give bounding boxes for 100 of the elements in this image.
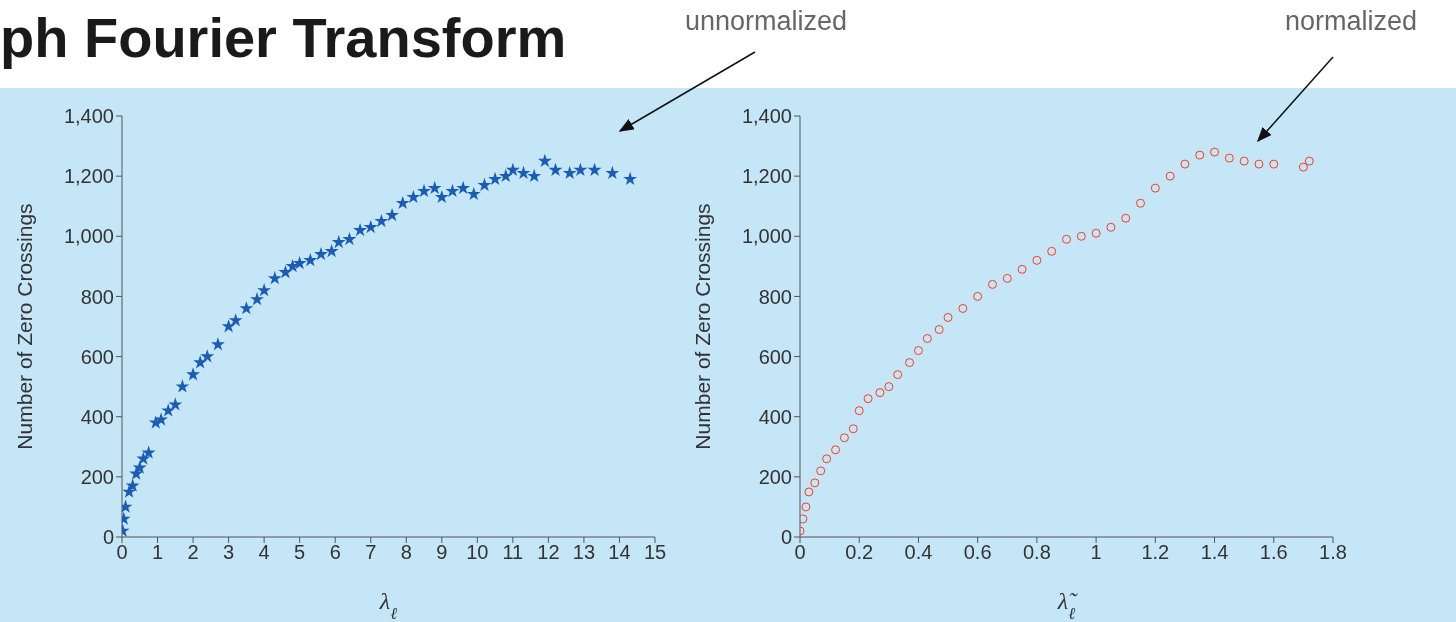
- point: [1136, 198, 1146, 208]
- y-tick-label: 1,000: [741, 225, 792, 248]
- point: [1239, 156, 1249, 166]
- point: [863, 394, 873, 404]
- point: [1062, 234, 1071, 244]
- x-tick-label: 5: [294, 541, 306, 564]
- point: [125, 478, 140, 492]
- x-tick-label: 0.4: [904, 541, 933, 564]
- point: [1195, 150, 1205, 160]
- point: [374, 213, 389, 228]
- x-tick-label: 1.8: [1319, 541, 1347, 564]
- point: [913, 346, 923, 356]
- point: [395, 195, 410, 210]
- point: [854, 406, 864, 416]
- point: [1304, 156, 1314, 166]
- x-tick-label: 4: [258, 541, 270, 564]
- point: [1017, 264, 1027, 274]
- point: [200, 349, 215, 363]
- point: [848, 424, 858, 434]
- x-tick-label: 0.2: [845, 541, 874, 564]
- point: [406, 189, 421, 204]
- x-tick-label: 14: [608, 541, 631, 564]
- y-tick-label: 1,400: [63, 105, 114, 128]
- point: [973, 291, 983, 301]
- point: [934, 325, 944, 335]
- point: [987, 279, 997, 289]
- x-tick-label: 12: [537, 541, 560, 564]
- point: [527, 168, 542, 183]
- x-tick-label: 1: [151, 541, 164, 564]
- point: [1254, 159, 1264, 169]
- y-tick-label: 600: [758, 345, 792, 368]
- point: [548, 162, 563, 177]
- x-tick-label: 8: [400, 541, 412, 564]
- point: [1150, 183, 1160, 193]
- point: [221, 319, 236, 333]
- point: [303, 253, 318, 267]
- point: [292, 256, 307, 270]
- x-tick-label: 3: [223, 541, 235, 564]
- point: [562, 165, 577, 180]
- x-tick-label: 15: [643, 541, 667, 564]
- point: [331, 234, 346, 249]
- point: [456, 180, 471, 195]
- point: [257, 283, 272, 297]
- point: [1032, 255, 1042, 265]
- point: [831, 445, 841, 455]
- x-tick-label: 6: [329, 541, 341, 564]
- point: [605, 165, 620, 180]
- y-tick-label: 1,000: [63, 225, 114, 248]
- y-axis-title: Number of Zero Crossings: [12, 203, 36, 450]
- y-tick-label: 0: [102, 526, 114, 549]
- point: [1210, 147, 1220, 157]
- point: [239, 301, 254, 315]
- point: [353, 222, 368, 237]
- y-tick-label: 0: [780, 526, 792, 549]
- point: [132, 460, 147, 474]
- point: [154, 412, 169, 426]
- point: [136, 451, 151, 465]
- point: [587, 162, 602, 177]
- point: [893, 370, 903, 380]
- point: [434, 189, 449, 204]
- point: [193, 355, 208, 369]
- point: [800, 514, 808, 524]
- point: [1091, 228, 1101, 238]
- point: [141, 445, 156, 459]
- point: [623, 171, 638, 186]
- point: [516, 165, 531, 180]
- y-tick-label: 400: [758, 405, 792, 428]
- point: [278, 265, 293, 279]
- point: [1076, 231, 1086, 241]
- point: [417, 183, 431, 198]
- point: [385, 207, 400, 222]
- y-tick-label: 1,400: [741, 105, 792, 128]
- point: [1298, 162, 1308, 172]
- x-axis-title: λ$_{ℓ}$: [378, 588, 398, 622]
- point: [801, 502, 811, 512]
- point: [250, 292, 264, 306]
- point: [427, 180, 442, 195]
- point: [498, 168, 513, 183]
- point: [210, 337, 225, 351]
- point: [875, 388, 885, 398]
- point: [445, 183, 460, 198]
- point: [466, 186, 481, 201]
- x-tick-label: 0: [116, 541, 128, 564]
- x-tick-label: 1.6: [1259, 541, 1288, 564]
- point: [1269, 159, 1279, 169]
- y-tick-label: 200: [80, 465, 114, 488]
- x-tick-label: 1.4: [1200, 541, 1229, 564]
- y-tick-label: 800: [80, 285, 114, 308]
- point: [922, 334, 932, 344]
- point: [573, 162, 588, 177]
- point: [342, 231, 357, 246]
- y-tick-label: 1,200: [63, 165, 114, 188]
- x-tick-label: 11: [502, 541, 524, 564]
- point: [175, 379, 190, 393]
- text: normalized: [1285, 6, 1418, 37]
- x-tick-label: 7: [365, 541, 377, 564]
- point: [1106, 222, 1116, 232]
- text: unnormalized: [685, 6, 848, 37]
- y-axis-title: Number of Zero Crossings: [690, 203, 714, 450]
- point: [943, 312, 953, 322]
